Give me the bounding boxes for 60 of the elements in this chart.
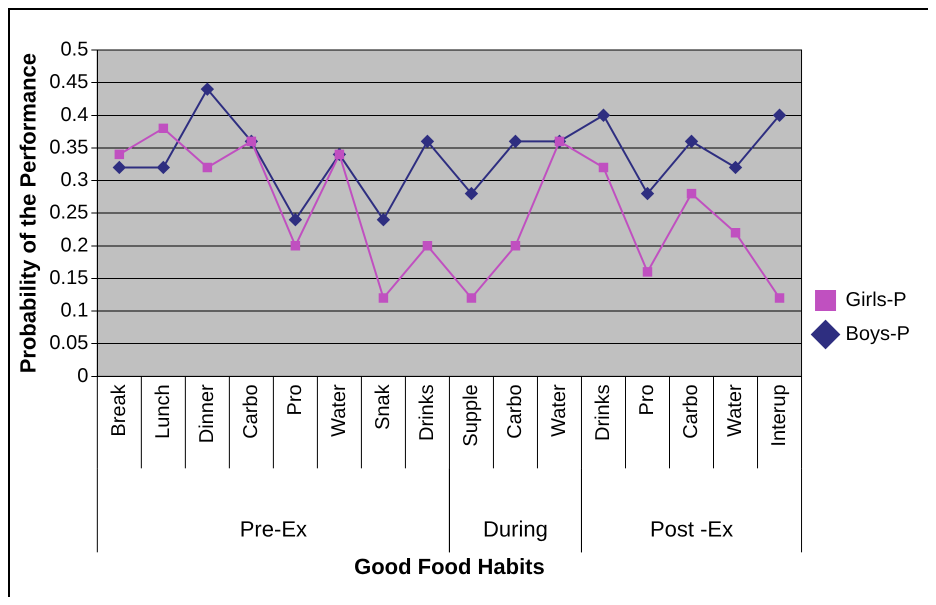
y-tick-label: 0.1 (60, 300, 88, 322)
text: Post -Ex (650, 516, 734, 542)
y-tick-label: 0.3 (60, 169, 88, 192)
point (464, 187, 478, 200)
point (730, 228, 740, 238)
legend-label: Boys-P (846, 323, 910, 346)
point (288, 213, 302, 226)
point (202, 162, 212, 172)
point (378, 293, 388, 303)
x-tick-label: Carbo (680, 384, 702, 439)
y-tick-label: 0 (77, 364, 88, 387)
x-tick-label: Carbo (240, 384, 262, 439)
point (642, 267, 652, 277)
x-tick-label: Carbo (504, 384, 526, 439)
point (774, 293, 784, 303)
text: During (483, 516, 548, 542)
point (376, 213, 390, 226)
point (158, 124, 168, 134)
point (686, 188, 696, 198)
x-tick-label: Water (328, 384, 350, 437)
point (729, 160, 742, 174)
point (290, 241, 300, 251)
point (640, 187, 654, 200)
point (420, 134, 434, 148)
y-tick-label: 0.35 (49, 136, 88, 158)
legend-label: Girls-P (846, 289, 907, 312)
x-tick-label: Snak (372, 383, 394, 430)
x-tick-label: Supple (460, 384, 482, 447)
x-tick-label: Pro (636, 384, 658, 416)
point (510, 241, 520, 251)
x-tick-label: Pro (284, 384, 306, 416)
y-tick-label: 0.25 (49, 202, 88, 224)
point (422, 241, 432, 251)
point (114, 150, 124, 160)
point (112, 160, 126, 174)
x-tick-label: Dinner (196, 384, 218, 444)
y-tick-label: 0.4 (60, 104, 88, 126)
point (773, 108, 786, 122)
point (685, 134, 698, 148)
point (596, 108, 610, 122)
text: Pre-Ex (240, 516, 308, 542)
x-tick-label: Lunch (152, 384, 174, 439)
y-tick-label: 0.2 (60, 234, 88, 256)
x-tick-label: Interup (768, 384, 790, 447)
y-tick-label: 0.45 (49, 71, 88, 94)
x-tick-label: Water (548, 384, 570, 437)
y-axis-title: Probability of the Performance (15, 53, 40, 374)
point (466, 293, 476, 303)
point (598, 162, 608, 172)
point (156, 160, 170, 174)
y-tick-label: 0.5 (60, 38, 88, 61)
x-axis-title: Good Food Habits (354, 554, 545, 579)
y-tick-label: 0.15 (49, 266, 88, 289)
point (200, 82, 214, 96)
x-tick-label: Drinks (416, 384, 438, 441)
x-tick-label: Break (108, 383, 130, 437)
x-tick-label: Drinks (592, 384, 614, 441)
x-tick-label: Water (724, 384, 746, 437)
point (508, 134, 522, 148)
y-tick-label: 0.05 (49, 332, 88, 354)
